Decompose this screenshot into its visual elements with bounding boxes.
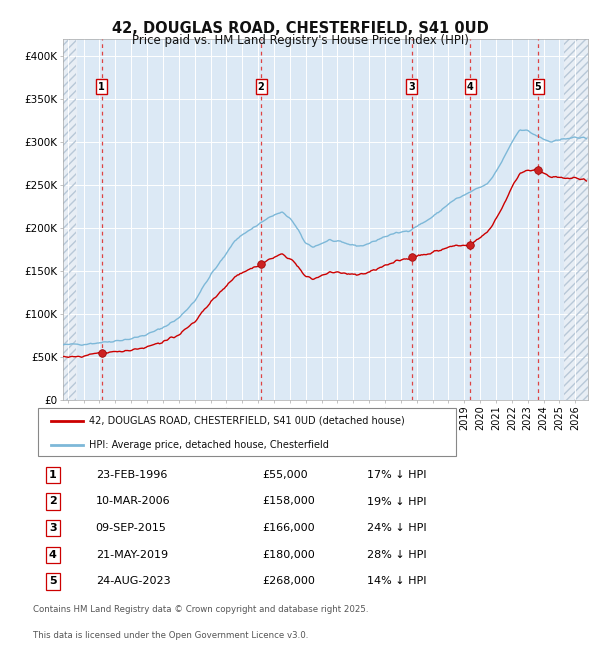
- Text: 4: 4: [467, 82, 474, 92]
- Text: 2: 2: [49, 497, 57, 506]
- Text: 14% ↓ HPI: 14% ↓ HPI: [367, 577, 427, 586]
- Text: £180,000: £180,000: [263, 550, 316, 560]
- Text: 24% ↓ HPI: 24% ↓ HPI: [367, 523, 427, 533]
- Text: 17% ↓ HPI: 17% ↓ HPI: [367, 470, 427, 480]
- Text: 28% ↓ HPI: 28% ↓ HPI: [367, 550, 427, 560]
- Text: £158,000: £158,000: [263, 497, 316, 506]
- Text: 4: 4: [49, 550, 57, 560]
- Text: 5: 5: [535, 82, 541, 92]
- Text: 09-SEP-2015: 09-SEP-2015: [95, 523, 167, 533]
- Text: 19% ↓ HPI: 19% ↓ HPI: [367, 497, 427, 506]
- Text: £166,000: £166,000: [263, 523, 316, 533]
- Text: 1: 1: [98, 82, 105, 92]
- Text: HPI: Average price, detached house, Chesterfield: HPI: Average price, detached house, Ches…: [89, 440, 329, 450]
- Text: This data is licensed under the Open Government Licence v3.0.: This data is licensed under the Open Gov…: [33, 630, 308, 640]
- FancyBboxPatch shape: [38, 408, 456, 456]
- Text: 3: 3: [49, 523, 56, 533]
- Text: £55,000: £55,000: [263, 470, 308, 480]
- Text: £268,000: £268,000: [263, 577, 316, 586]
- Text: Price paid vs. HM Land Registry's House Price Index (HPI): Price paid vs. HM Land Registry's House …: [131, 34, 469, 47]
- Text: 42, DOUGLAS ROAD, CHESTERFIELD, S41 0UD: 42, DOUGLAS ROAD, CHESTERFIELD, S41 0UD: [112, 21, 488, 36]
- Bar: [564, 39, 588, 400]
- Text: 3: 3: [409, 82, 415, 92]
- Text: 2: 2: [258, 82, 265, 92]
- Text: Contains HM Land Registry data © Crown copyright and database right 2025.: Contains HM Land Registry data © Crown c…: [33, 605, 368, 614]
- Text: 23-FEB-1996: 23-FEB-1996: [95, 470, 167, 480]
- Text: 10-MAR-2006: 10-MAR-2006: [95, 497, 170, 506]
- Text: 42, DOUGLAS ROAD, CHESTERFIELD, S41 0UD (detached house): 42, DOUGLAS ROAD, CHESTERFIELD, S41 0UD …: [89, 416, 405, 426]
- Bar: [63, 39, 76, 400]
- Text: 24-AUG-2023: 24-AUG-2023: [95, 577, 170, 586]
- Text: 1: 1: [49, 470, 57, 480]
- Text: 21-MAY-2019: 21-MAY-2019: [95, 550, 168, 560]
- Text: 5: 5: [49, 577, 56, 586]
